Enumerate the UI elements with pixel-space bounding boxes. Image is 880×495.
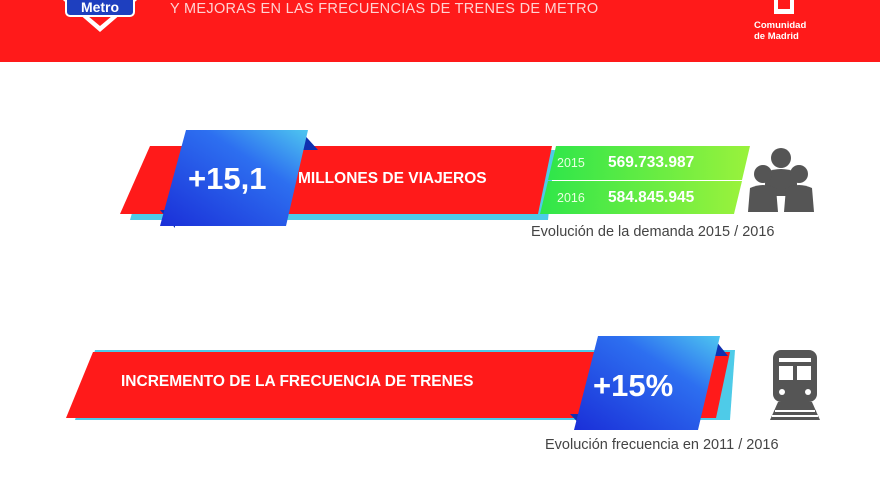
- demand-row-2015-value: 569.733.987: [608, 154, 695, 171]
- header-subtitle: Y MEJORAS EN LAS FRECUENCIAS DE TRENES D…: [170, 1, 599, 17]
- frequency-increase-tile: [574, 336, 720, 430]
- demand-row-2015-box: [548, 146, 750, 180]
- demand-row-2016-year: 2016: [557, 191, 585, 205]
- org-name-line1: Comunidad: [754, 20, 807, 31]
- frequency-increase-value: +15%: [593, 368, 674, 403]
- frequency-label: INCREMENTO DE LA FRECUENCIA DE TRENES: [121, 373, 474, 390]
- demand-row-2015-year: 2015: [557, 156, 585, 170]
- demand-increase-value: +15,1: [188, 161, 267, 196]
- people-group-icon: [748, 148, 814, 212]
- metro-logo-text: Metro: [81, 0, 119, 15]
- demand-label: MILLONES DE VIAJEROS: [298, 170, 487, 187]
- frequency-caption: Evolución frecuencia en 2011 / 2016: [545, 437, 779, 453]
- metro-logo: Metro: [62, 0, 138, 32]
- header-bar: Metro Y MEJORAS EN LAS FRECUENCIAS DE TR…: [0, 0, 880, 62]
- train-icon: [770, 350, 820, 420]
- org-name-line2: de Madrid: [754, 31, 799, 42]
- comunidad-madrid-mark: [774, 0, 794, 14]
- demand-row-2016-value: 584.845.945: [608, 189, 695, 206]
- demand-caption: Evolución de la demanda 2015 / 2016: [531, 224, 775, 240]
- demand-row-2016-box: [540, 181, 742, 214]
- frequency-red-band: [66, 352, 730, 418]
- demand-increase-tile: [160, 130, 308, 226]
- comunidad-madrid-logo: Comunidad de Madrid: [752, 0, 822, 58]
